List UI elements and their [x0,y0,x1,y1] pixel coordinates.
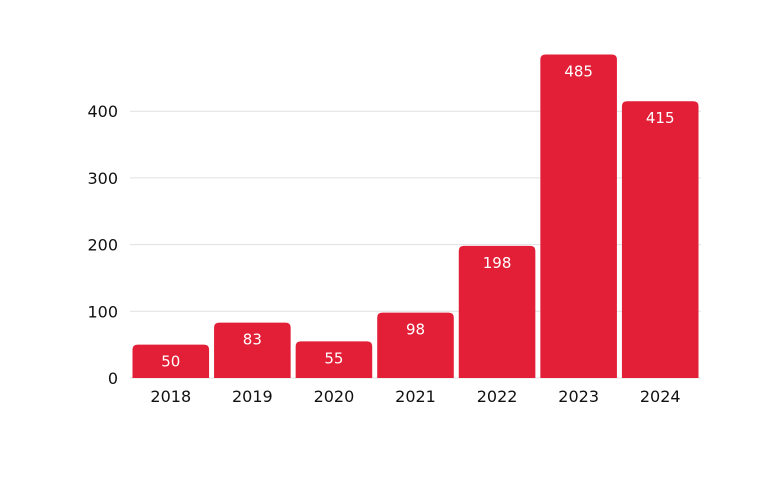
bar-value-label: 415 [646,109,675,127]
bar-2022[interactable] [458,245,536,378]
y-tick-label: 200 [87,236,118,255]
x-tick-label: 2020 [314,387,355,406]
bar-value-label: 198 [483,254,512,272]
bar-value-label: 83 [243,331,262,349]
bar-2021[interactable] [377,312,454,378]
bar-value-label: 55 [324,349,343,367]
bar-value-label: 485 [564,63,593,81]
labels: 0 100 200 300 400 50 2018 83 2019 55 2020 98 2021 198… [87,63,680,406]
x-tick-label: 2022 [477,387,518,406]
bar-2019[interactable] [214,322,291,378]
x-tick-label: 2023 [558,387,599,406]
x-tick-label: 2021 [395,387,436,406]
x-tick-label: 2018 [150,387,191,406]
x-tick-label: 2024 [640,387,681,406]
y-tick-label: 400 [87,102,118,121]
y-tick-label: 100 [87,302,118,321]
bar-2018[interactable] [132,344,210,378]
x-tick-label: 2019 [232,387,273,406]
bar-2023[interactable] [540,54,617,378]
bars [132,54,699,378]
bar-value-label: 98 [406,321,425,339]
bar-2020[interactable] [295,341,373,378]
bar-value-label: 50 [161,353,180,371]
y-tick-label: 0 [108,369,118,388]
bar-2024[interactable] [621,101,699,378]
y-tick-label: 300 [87,169,118,188]
